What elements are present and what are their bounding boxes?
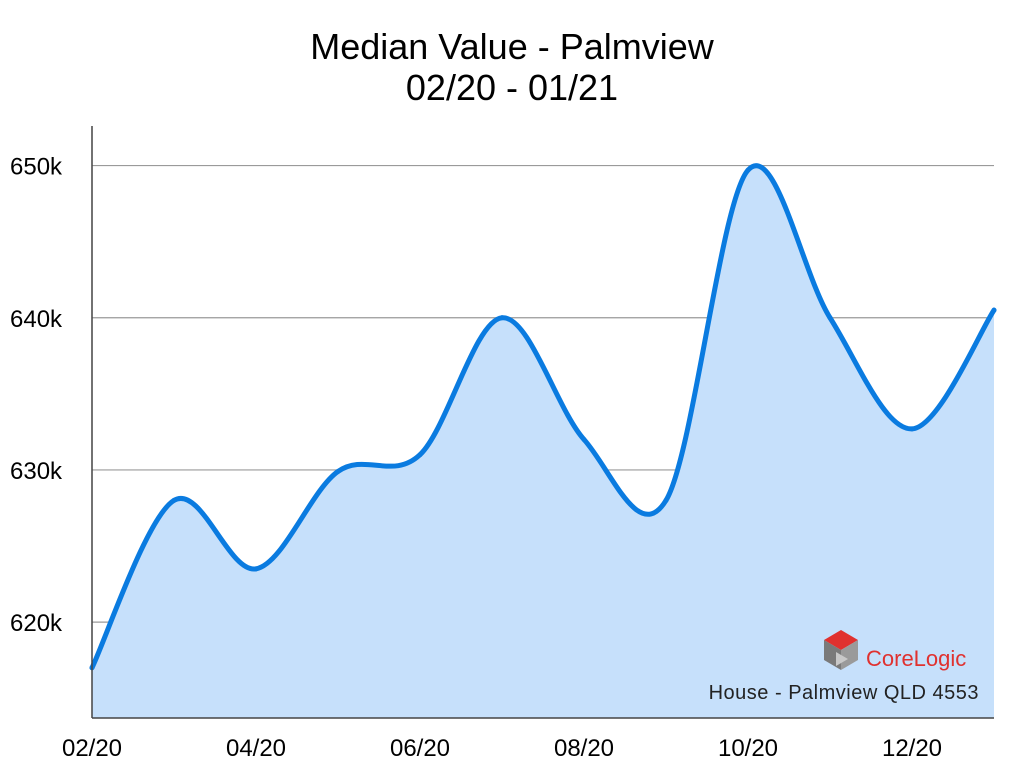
y-tick-label: 640k: [10, 306, 63, 333]
data-point: [335, 468, 341, 474]
y-tick-label: 630k: [10, 458, 63, 485]
chart-annotation: House - Palmview QLD 4553: [709, 682, 979, 704]
series-area-fill: [92, 165, 994, 718]
data-point: [499, 315, 505, 321]
x-tick-label: 06/20: [390, 735, 450, 762]
y-tick-labels: 620k 630k 640k 650k: [10, 154, 63, 638]
data-point: [991, 307, 997, 313]
x-tick-label: 02/20: [62, 735, 122, 762]
x-tick-labels: 02/20 04/20 06/20 08/20 10/20 12/20: [62, 735, 942, 762]
y-tick-label: 620k: [10, 610, 63, 637]
data-point: [417, 452, 423, 458]
x-tick-label: 08/20: [554, 735, 614, 762]
corelogic-logo-text: CoreLogic: [866, 646, 966, 671]
x-tick-label: 10/20: [718, 735, 778, 762]
y-tick-label: 650k: [10, 154, 63, 181]
chart-title-block: Median Value - Palmview 02/20 - 01/21: [0, 26, 1024, 108]
corelogic-cube-icon: [824, 630, 858, 670]
data-point: [171, 497, 177, 503]
chart-title: Median Value - Palmview: [310, 26, 714, 67]
x-tick-label: 04/20: [226, 735, 286, 762]
data-point: [827, 315, 833, 321]
data-point: [663, 497, 669, 503]
x-tick-label: 12/20: [882, 735, 942, 762]
data-point: [909, 426, 915, 432]
corelogic-logo: CoreLogic: [824, 630, 966, 671]
data-point: [745, 167, 751, 173]
data-point: [253, 566, 259, 572]
chart-subtitle: 02/20 - 01/21: [405, 67, 619, 108]
data-point: [581, 437, 587, 443]
